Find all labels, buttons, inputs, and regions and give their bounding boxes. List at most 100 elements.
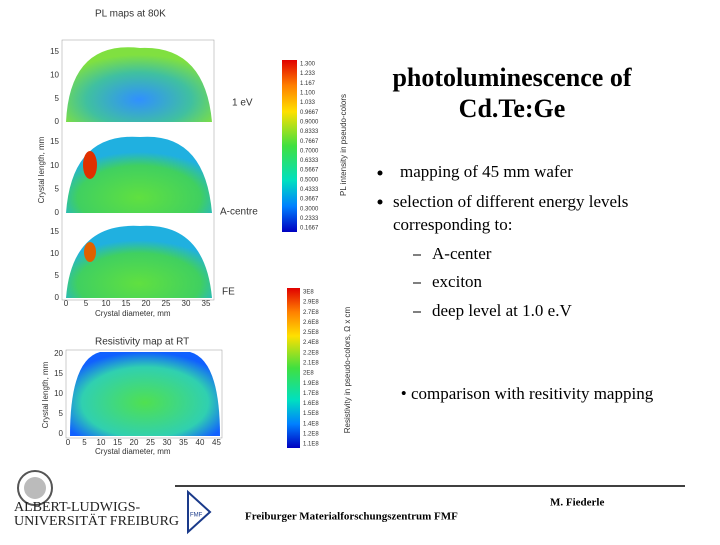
hot-spot xyxy=(83,151,97,179)
colorbar-label: 1.167 xyxy=(300,81,316,87)
colorbar-label: 1.233 xyxy=(300,71,316,77)
x-tick-label: 10 xyxy=(97,438,106,447)
y-tick-label: 10 xyxy=(54,389,63,398)
x-tick-label: 40 xyxy=(196,438,205,447)
y-tick-label: 0 xyxy=(55,293,60,302)
sub-bullet: exciton xyxy=(432,272,483,291)
x-label: Crystal diameter, mm xyxy=(95,309,171,318)
colorbar-label: 1.033 xyxy=(300,100,316,106)
colorbar-label: 2E8 xyxy=(303,371,314,377)
y-tick-label: 5 xyxy=(55,94,60,103)
colorbar-label: 0.7667 xyxy=(300,139,319,145)
title-line: photoluminescence of xyxy=(392,63,631,92)
plot-frame xyxy=(61,39,215,301)
y-tick-label: 15 xyxy=(50,47,59,56)
pl-map-1ev xyxy=(66,47,212,122)
colorbar-label: 0.3000 xyxy=(300,206,319,212)
resistivity-map xyxy=(70,352,220,436)
y-tick-label: 20 xyxy=(54,349,63,358)
plot-frame xyxy=(65,349,223,439)
colorbar-label: 1.6E8 xyxy=(303,401,319,407)
resistivity-title: Resistivity map at RT xyxy=(95,337,189,348)
colorbar-label: 1.1E8 xyxy=(303,442,319,448)
title-line: Cd.Te:Ge xyxy=(459,94,566,123)
x-tick-label: 5 xyxy=(84,299,89,308)
x-tick-label: 20 xyxy=(130,438,139,447)
university: ALBERT-LUDWIGS- xyxy=(14,500,141,515)
hot-spot xyxy=(84,242,96,262)
x-tick-label: 25 xyxy=(146,438,155,447)
y-tick-label: 15 xyxy=(50,227,59,236)
x-tick-label: 30 xyxy=(163,438,172,447)
x-tick-label: 25 xyxy=(162,299,171,308)
colorbar-label: 0.3667 xyxy=(300,197,319,203)
colorbar-label: 0.5667 xyxy=(300,168,319,174)
university-seal xyxy=(24,477,46,499)
y-tick-label: 0 xyxy=(55,117,60,126)
colorbar-label: 2.2E8 xyxy=(303,350,319,356)
map-label: FE xyxy=(222,287,235,298)
colorbar-label: 1.5E8 xyxy=(303,411,319,417)
colorbar-label: 0.5000 xyxy=(300,177,319,183)
x-tick-label: 5 xyxy=(82,438,87,447)
colorbar-title: Resistivity in pseudo-colors, Ω x cm xyxy=(343,306,352,433)
colorbar-label: 0.4333 xyxy=(300,187,319,193)
colorbar-label: 2.7E8 xyxy=(303,310,319,316)
pl-colorbar xyxy=(282,60,297,232)
colorbar-label: 2.5E8 xyxy=(303,330,319,336)
colorbar-label: 1.4E8 xyxy=(303,421,319,427)
colorbar-label: 3E8 xyxy=(303,290,314,296)
bullet-wrap: selection of different energy levels cor… xyxy=(393,192,629,234)
colorbar-label: 1.2E8 xyxy=(303,431,319,437)
fmf-logo xyxy=(187,489,212,535)
x-tick-label: 0 xyxy=(66,438,71,447)
author: M. Fiederle xyxy=(550,497,604,509)
bullet xyxy=(377,170,383,176)
y-tick-label: 0 xyxy=(55,208,60,217)
x-tick-label: 15 xyxy=(113,438,122,447)
y-tick-label: 10 xyxy=(50,70,59,79)
resistivity-colorbar xyxy=(287,288,300,448)
x-tick-label: 30 xyxy=(182,299,191,308)
y-tick-label: 15 xyxy=(50,137,59,146)
university-seal xyxy=(17,470,53,506)
x-tick-label: 15 xyxy=(122,299,131,308)
y-tick-label: 5 xyxy=(55,184,60,193)
x-tick-label: 35 xyxy=(179,438,188,447)
comparison: • comparison with resitivity mapping xyxy=(401,384,654,403)
sub-bullet: deep level at 1.0 e.V xyxy=(432,301,572,320)
colorbar-label: 0.8333 xyxy=(300,129,319,135)
colorbar-label: 1.9E8 xyxy=(303,381,319,387)
colorbar-label: 0.9667 xyxy=(300,110,319,116)
bullet-text: mapping of 45 mm wafer xyxy=(400,162,573,181)
colorbar-label: 2.1E8 xyxy=(303,361,319,367)
pl-title: PL maps at 80K xyxy=(95,9,166,20)
y-tick-label: 0 xyxy=(59,429,64,438)
colorbar-label: 2.6E8 xyxy=(303,320,319,326)
x-tick-label: 45 xyxy=(212,438,221,447)
colorbar-label: 1.300 xyxy=(300,62,316,68)
x-label: Crystal diameter, mm xyxy=(95,447,171,456)
colorbar-label: 0.7000 xyxy=(300,148,319,154)
colorbar-label: 0.2333 xyxy=(300,216,319,222)
bullet xyxy=(377,199,383,205)
colorbar-label: 0.1667 xyxy=(300,226,319,232)
colorbar-label: 0.9000 xyxy=(300,119,319,125)
x-tick-label: 0 xyxy=(64,299,69,308)
colorbar-label: 2.4E8 xyxy=(303,340,319,346)
fmf-logo-text: FMF xyxy=(190,513,203,519)
colorbar-label: 0.6333 xyxy=(300,158,319,164)
map-label: A-centre xyxy=(220,207,258,218)
pl-map-acentre xyxy=(66,136,212,213)
colorbar-label: 1.7E8 xyxy=(303,391,319,397)
colorbar-title: PL intensity in pseudo-colors xyxy=(339,94,348,196)
x-tick-label: 10 xyxy=(102,299,111,308)
y-tick-label: 15 xyxy=(54,369,63,378)
colorbar-label: 2.9E8 xyxy=(303,300,319,306)
x-tick-label: 20 xyxy=(142,299,151,308)
bullet-text: selection of different energy levels cor… xyxy=(393,192,629,234)
y-tick-label: 10 xyxy=(50,249,59,258)
y-label: Crystal length, mm xyxy=(37,136,46,203)
y-label: Crystal length, mm xyxy=(41,361,50,428)
colorbar-label: 1.100 xyxy=(300,91,316,97)
